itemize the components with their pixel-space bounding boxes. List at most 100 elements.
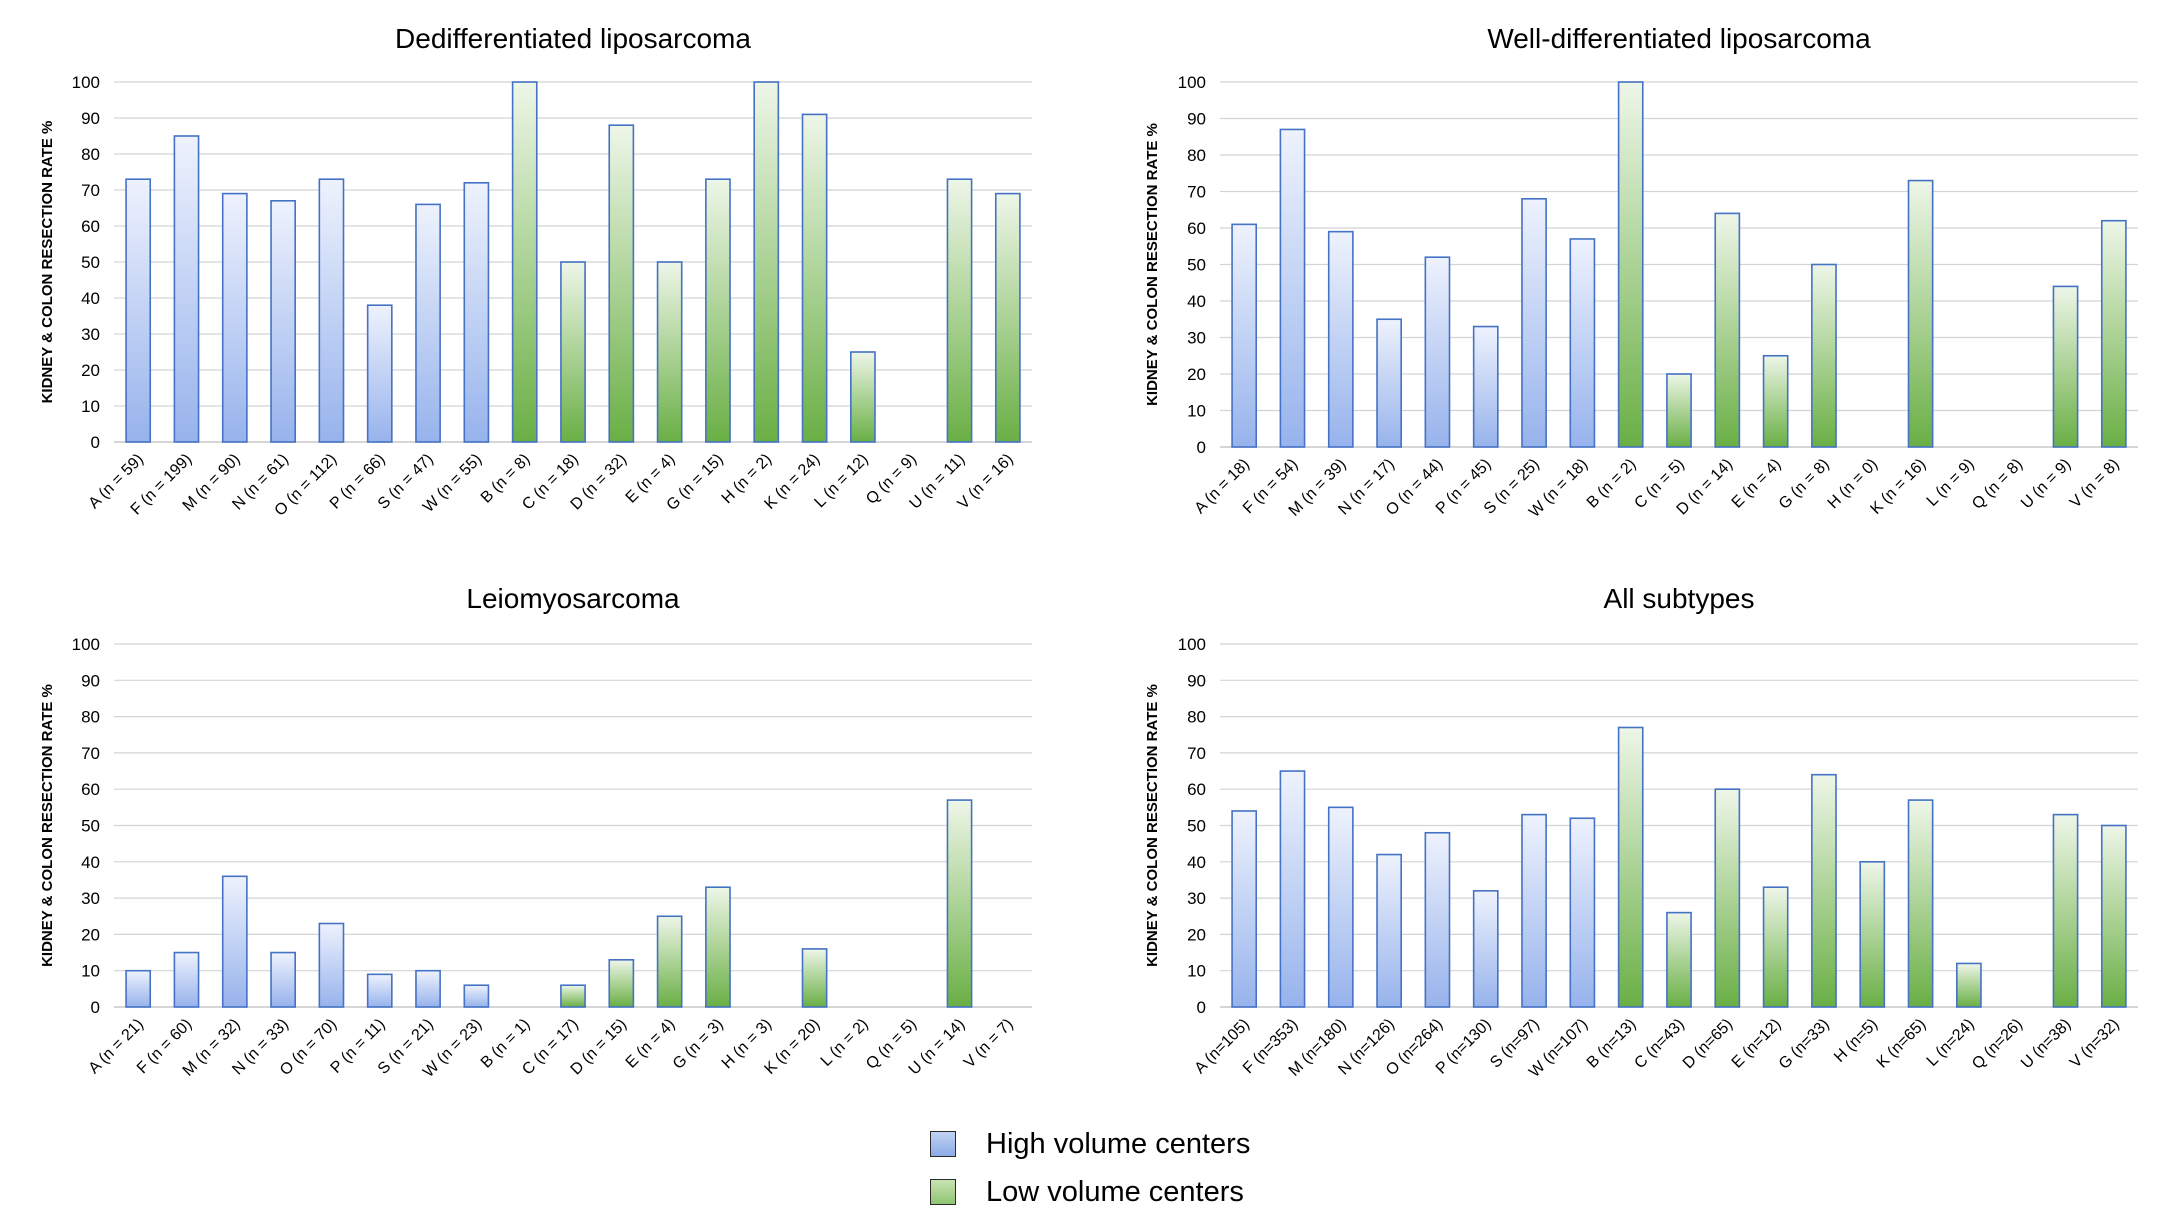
bar-all-subtypes-18 [2100, 824, 2127, 1008]
y-tick-label: 100 [1178, 73, 1206, 92]
bar-all-subtypes-12 [1811, 773, 1837, 1008]
bar-dedifferentiated-4 [318, 178, 345, 443]
bar-dedifferentiated-8 [511, 81, 538, 443]
y-axis-label-leiomyosarcoma: KIDNEY & COLON RESECTION RATE % [39, 684, 56, 967]
bar-dedifferentiated-11 [656, 261, 683, 443]
bar-leiomyosarcoma-4 [318, 922, 345, 1008]
bar-dedifferentiated-2 [221, 192, 248, 443]
y-tick-label: 10 [81, 397, 100, 416]
x-tick-label: C (n=43) [1631, 1016, 1687, 1072]
bar-all-subtypes-11 [1762, 886, 1789, 1008]
y-tick-label: 90 [1187, 110, 1206, 129]
y-tick-label: 10 [1187, 402, 1206, 421]
chart-all-subtypes: All subtypes KIDNEY & COLON RESECTION RAT… [1144, 583, 2138, 1081]
y-tick-label: 50 [1187, 256, 1206, 275]
y-tick-label: 20 [1187, 365, 1206, 384]
bar-dedifferentiated-1 [173, 135, 200, 443]
y-tick-label: 80 [1187, 708, 1206, 727]
bar-leiomyosarcoma-10 [608, 959, 635, 1008]
x-tick-label: V (n = 7) [961, 1016, 1017, 1072]
y-tick-label: 20 [81, 361, 100, 380]
y-tick-label: 0 [91, 998, 100, 1017]
bar-well-differentiated-7 [1569, 238, 1596, 448]
bar-leiomyosarcoma-11 [656, 915, 683, 1008]
y-tick-label: 0 [1197, 998, 1206, 1017]
bar-well-differentiated-11 [1762, 354, 1789, 448]
y-tick-label: 30 [81, 325, 100, 344]
bar-dedifferentiated-3 [270, 200, 296, 443]
y-tick-label: 50 [81, 253, 100, 272]
y-tick-label: 90 [1187, 671, 1206, 690]
y-tick-label: 90 [81, 671, 100, 690]
bar-dedifferentiated-9 [560, 261, 586, 443]
y-tick-label: 10 [81, 962, 100, 981]
bar-leiomyosarcoma-0 [125, 969, 152, 1008]
bar-dedifferentiated-6 [415, 203, 441, 443]
y-tick-label: 30 [1187, 329, 1206, 348]
y-axis-label-well-differentiated: KIDNEY & COLON RESECTION RATE % [1144, 123, 1161, 406]
y-tick-label: 50 [1187, 817, 1206, 836]
bar-all-subtypes-17 [2052, 813, 2079, 1008]
y-tick-label: 80 [81, 708, 100, 727]
bar-well-differentiated-5 [1472, 325, 1499, 448]
bar-leiomyosarcoma-7 [463, 984, 490, 1008]
y-tick-label: 100 [72, 635, 100, 654]
bar-well-differentiated-17 [2052, 285, 2079, 448]
chart-dedifferentiated: Dedifferentiated liposarcoma KIDNEY & COL… [39, 23, 1032, 520]
bar-well-differentiated-18 [2100, 219, 2127, 448]
bar-dedifferentiated-7 [463, 182, 490, 443]
y-tick-label: 40 [81, 289, 100, 308]
legend-item-high-volume: High volume centers [930, 1120, 1250, 1168]
bar-well-differentiated-12 [1811, 263, 1837, 448]
bar-well-differentiated-3 [1376, 318, 1402, 448]
legend: High volume centers Low volume centers [930, 1120, 1250, 1216]
chart-well-differentiated: Well-differentiated liposarcoma KIDNEY & … [1144, 23, 2138, 521]
y-tick-label: 100 [1178, 635, 1206, 654]
x-tick-label: U (n=38) [2018, 1016, 2074, 1072]
legend-label-high-volume: High volume centers [986, 1127, 1251, 1160]
bar-leiomyosarcoma-14 [801, 948, 828, 1008]
bar-all-subtypes-8 [1617, 726, 1644, 1008]
y-tick-label: 80 [81, 145, 100, 164]
y-tick-label: 40 [81, 853, 100, 872]
y-tick-label: 70 [1187, 183, 1206, 202]
y-tick-label: 70 [81, 181, 100, 200]
bar-leiomyosarcoma-2 [221, 875, 248, 1008]
chart-title-all-subtypes: All subtypes [1604, 583, 1755, 614]
x-tick-label: G (n = 3) [670, 1016, 727, 1073]
y-tick-label: 30 [1187, 889, 1206, 908]
y-tick-label: 80 [1187, 146, 1206, 165]
bar-leiomyosarcoma-3 [270, 951, 296, 1008]
bar-well-differentiated-6 [1521, 198, 1547, 448]
y-tick-label: 50 [81, 817, 100, 836]
x-tick-label: U (n = 9) [2018, 456, 2074, 512]
bar-all-subtypes-5 [1472, 890, 1499, 1008]
y-tick-label: 70 [81, 744, 100, 763]
bar-leiomyosarcoma-17 [946, 799, 973, 1008]
y-tick-label: 20 [81, 925, 100, 944]
bar-all-subtypes-2 [1327, 806, 1354, 1008]
bar-leiomyosarcoma-12 [705, 886, 731, 1008]
y-tick-label: 60 [81, 217, 100, 236]
legend-item-low-volume: Low volume centers [930, 1168, 1250, 1216]
chart-title-well-differentiated: Well-differentiated liposarcoma [1487, 23, 1871, 54]
chart-leiomyosarcoma: Leiomyosarcoma KIDNEY & COLON RESECTION R… [39, 583, 1032, 1081]
bar-dedifferentiated-12 [705, 178, 731, 443]
x-tick-label: E (n = 4) [1729, 456, 1785, 512]
chart-title-leiomyosarcoma: Leiomyosarcoma [466, 583, 680, 614]
legend-swatch-low-volume [930, 1179, 956, 1205]
bar-dedifferentiated-14 [801, 113, 828, 443]
bar-all-subtypes-3 [1376, 853, 1402, 1008]
legend-swatch-high-volume [930, 1131, 956, 1157]
bar-well-differentiated-14 [1907, 179, 1934, 448]
x-tick-label: Q (n = 8) [1969, 456, 2026, 513]
y-tick-label: 60 [1187, 780, 1206, 799]
bar-all-subtypes-15 [1956, 962, 1982, 1008]
bar-well-differentiated-9 [1666, 373, 1692, 448]
x-tick-label: Q (n=26) [1969, 1016, 2026, 1073]
bar-leiomyosarcoma-6 [415, 969, 441, 1008]
bar-all-subtypes-13 [1859, 860, 1886, 1008]
bar-all-subtypes-1 [1279, 770, 1306, 1008]
bar-well-differentiated-0 [1231, 223, 1258, 448]
x-tick-label: D (n=65) [1680, 1016, 1736, 1072]
